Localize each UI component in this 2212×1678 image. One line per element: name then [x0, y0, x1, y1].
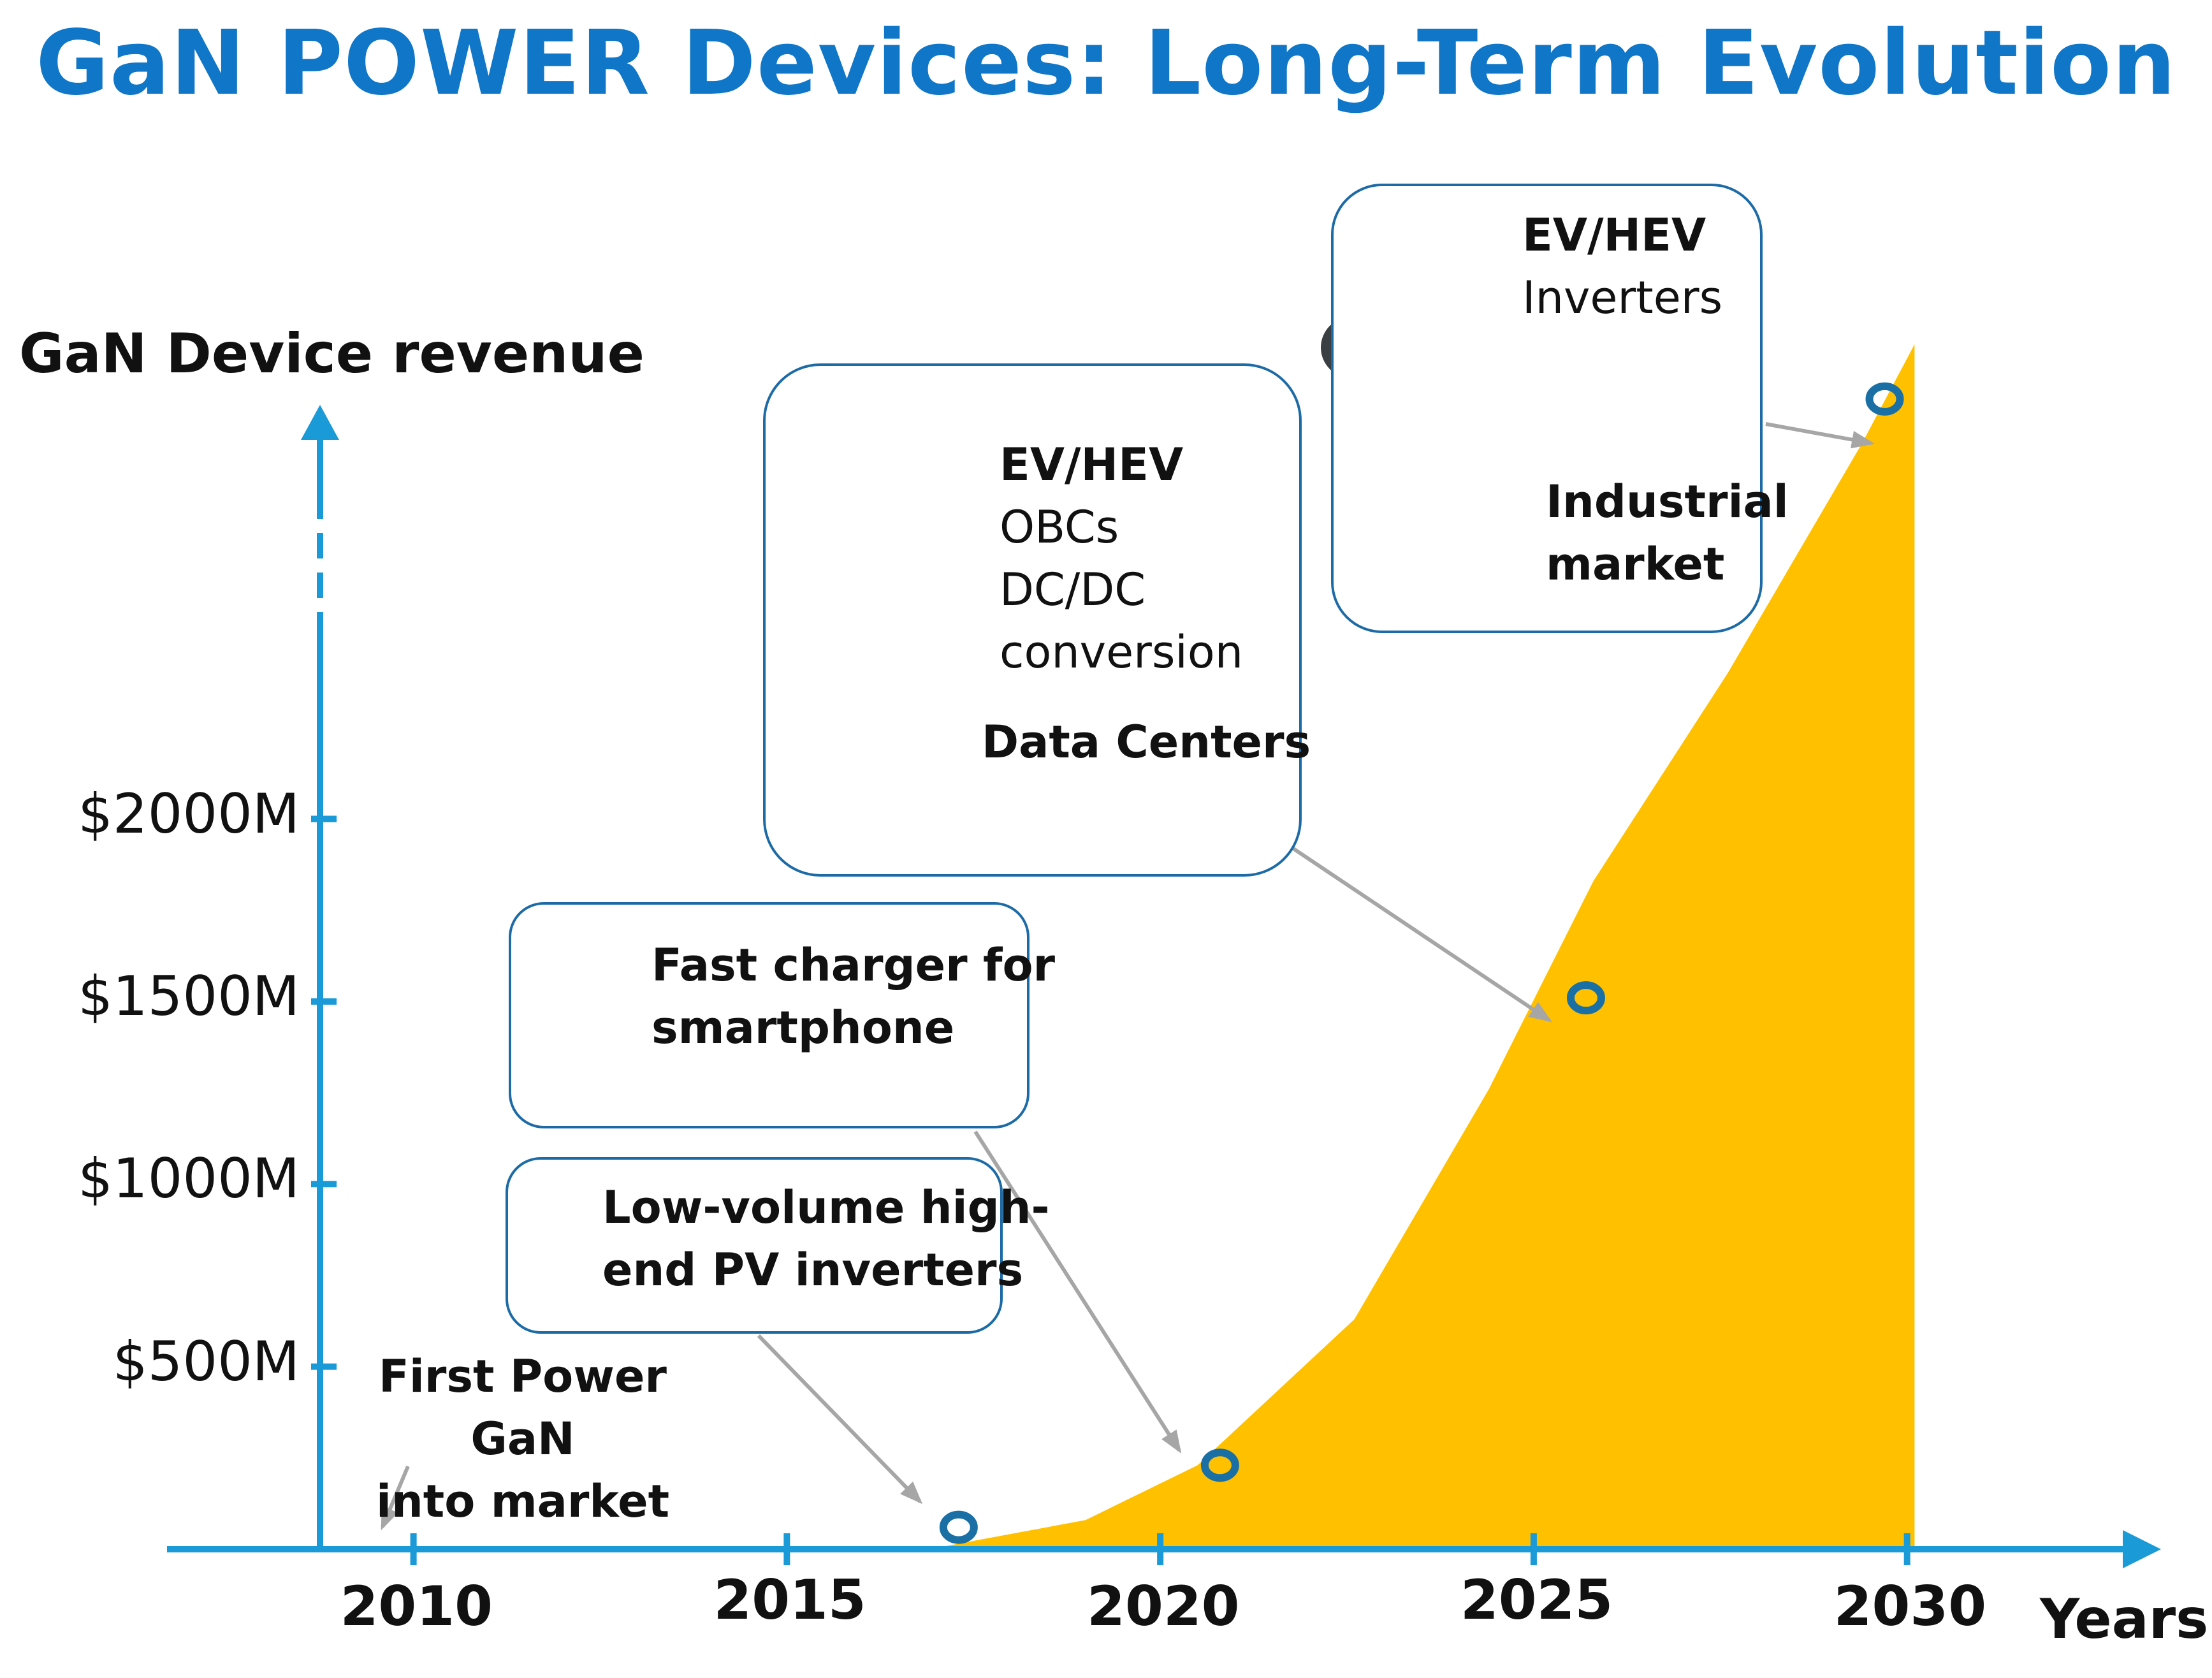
charger-line-2: smartphone: [651, 1002, 955, 1054]
evhev-inv-heading: EV/HEV: [1522, 209, 1706, 261]
connector-evhev-inv: [1765, 422, 1875, 449]
fast-charger-text: Fast charger for smartphone: [651, 934, 1055, 1059]
y-axis-label: GaN Device revenue: [19, 322, 644, 386]
chart-title: GaN POWER Devices: Long-Term Evolution: [36, 11, 2176, 115]
y-tick-label: $1500M: [78, 964, 300, 1028]
x-axis-unit: Years: [2040, 1587, 2209, 1651]
pv-inverters-box: [506, 1157, 1003, 1334]
evhev-inv-line: Inverters: [1522, 272, 1723, 324]
industrial-market-text: Industrial market: [1546, 471, 1789, 595]
connector-pv: [757, 1334, 923, 1505]
industrial-line-2: market: [1546, 538, 1725, 590]
y-axis: [301, 405, 339, 1549]
x-tick-label: 2015: [713, 1568, 866, 1632]
first-gan-line-2: into market: [375, 1475, 670, 1528]
x-tick-label: 2030: [1833, 1575, 1987, 1638]
milestone-marker: [1865, 382, 1904, 416]
y-tick-label: $2000M: [78, 782, 300, 846]
evhev-obc-text: EV/HEV OBCs DC/DC conversion: [1000, 434, 1243, 683]
connector-charger: [973, 1130, 1182, 1454]
revenue-area: [929, 344, 1915, 1549]
connector-evhev-obc: [1277, 836, 1552, 1023]
industrial-line-1: Industrial: [1546, 476, 1789, 528]
milestone-marker: [939, 1510, 978, 1544]
pv-line-1: Low-volume high-: [602, 1181, 1050, 1234]
evhev-inverters-text: EV/HEV Inverters: [1522, 204, 1722, 329]
connector-first-gan: [381, 1465, 410, 1531]
x-tick-label: 2010: [340, 1575, 493, 1638]
evhev-obc-line-1: OBCs: [1000, 501, 1119, 553]
pv-inverters-text: Low-volume high- end PV inverters: [602, 1176, 1050, 1301]
milestone-marker: [1566, 981, 1605, 1015]
milestone-marker: [1200, 1448, 1239, 1482]
first-gan-note: First Power GaN into market: [331, 1345, 714, 1533]
evhev-obc-line-2: DC/DC: [1000, 564, 1146, 616]
x-tick-label: 2025: [1460, 1568, 1613, 1632]
x-axis: [167, 1530, 2161, 1568]
evhev-obc-heading: EV/HEV: [1000, 439, 1184, 491]
y-tick-marks: [311, 815, 337, 1370]
y-tick-label: $500M: [112, 1329, 300, 1394]
evhev-obc-box: [763, 363, 1302, 877]
fast-charger-box: [509, 902, 1030, 1128]
milestone-markers: [939, 382, 1904, 1544]
evhev-inverters-box: [1331, 184, 1763, 633]
evhev-obc-line-3: conversion: [1000, 626, 1244, 678]
x-tick-marks: [410, 1533, 1910, 1565]
data-centers-label: Data Centers: [982, 716, 1311, 768]
charger-line-1: Fast charger for: [651, 939, 1056, 991]
y-tick-label: $1000M: [78, 1147, 300, 1211]
x-tick-label: 2020: [1087, 1575, 1240, 1638]
connectors: [381, 422, 1875, 1531]
first-gan-line-1: First Power GaN: [379, 1350, 667, 1465]
pv-line-2: end PV inverters: [602, 1244, 1024, 1296]
